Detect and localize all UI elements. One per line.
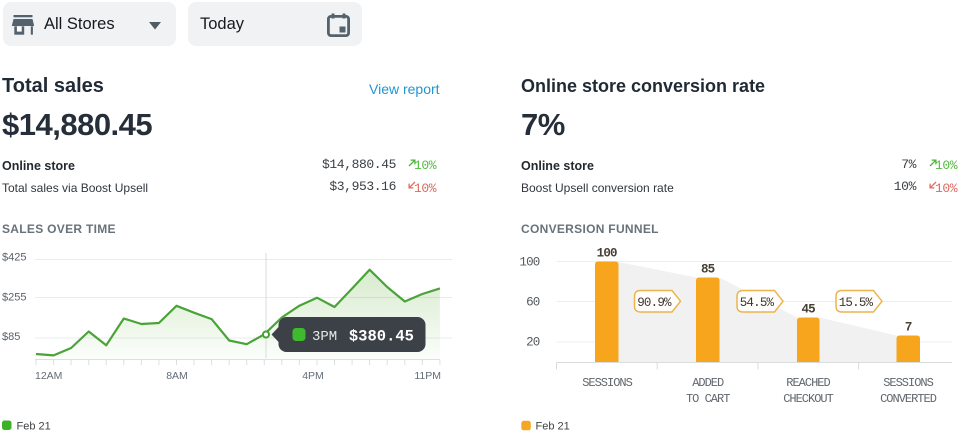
svg-text:CONVERTED: CONVERTED — [880, 392, 937, 406]
svg-text:54.5%: 54.5% — [740, 296, 775, 310]
svg-text:REACHED: REACHED — [786, 376, 830, 390]
svg-text:7: 7 — [905, 321, 912, 335]
svg-text:100: 100 — [597, 247, 617, 261]
svg-text:45: 45 — [801, 303, 815, 317]
svg-text:8AM: 8AM — [166, 370, 188, 382]
svg-text:90.9%: 90.9% — [637, 296, 672, 310]
svg-text:4PM: 4PM — [302, 370, 324, 382]
svg-text:SESSIONS: SESSIONS — [582, 376, 632, 390]
svg-text:$255: $255 — [2, 292, 26, 304]
svg-text:Feb 21: Feb 21 — [17, 421, 51, 431]
svg-text:100: 100 — [519, 256, 539, 270]
svg-text:SESSIONS: SESSIONS — [883, 376, 933, 390]
svg-text:12AM: 12AM — [35, 370, 62, 382]
svg-text:85: 85 — [701, 263, 715, 277]
svg-text:20: 20 — [526, 336, 540, 350]
svg-text:TO CART: TO CART — [686, 392, 730, 406]
svg-text:$380.45: $380.45 — [349, 328, 414, 346]
svg-text:CHECKOUT: CHECKOUT — [783, 392, 833, 406]
svg-text:11PM: 11PM — [414, 370, 441, 382]
svg-text:60: 60 — [526, 296, 540, 310]
svg-text:$425: $425 — [2, 252, 26, 264]
svg-text:15.5%: 15.5% — [839, 296, 874, 310]
svg-text:$85: $85 — [2, 331, 20, 343]
svg-text:3PM: 3PM — [312, 329, 337, 345]
svg-text:Feb 21: Feb 21 — [536, 421, 570, 431]
svg-text:ADDED: ADDED — [692, 376, 724, 390]
